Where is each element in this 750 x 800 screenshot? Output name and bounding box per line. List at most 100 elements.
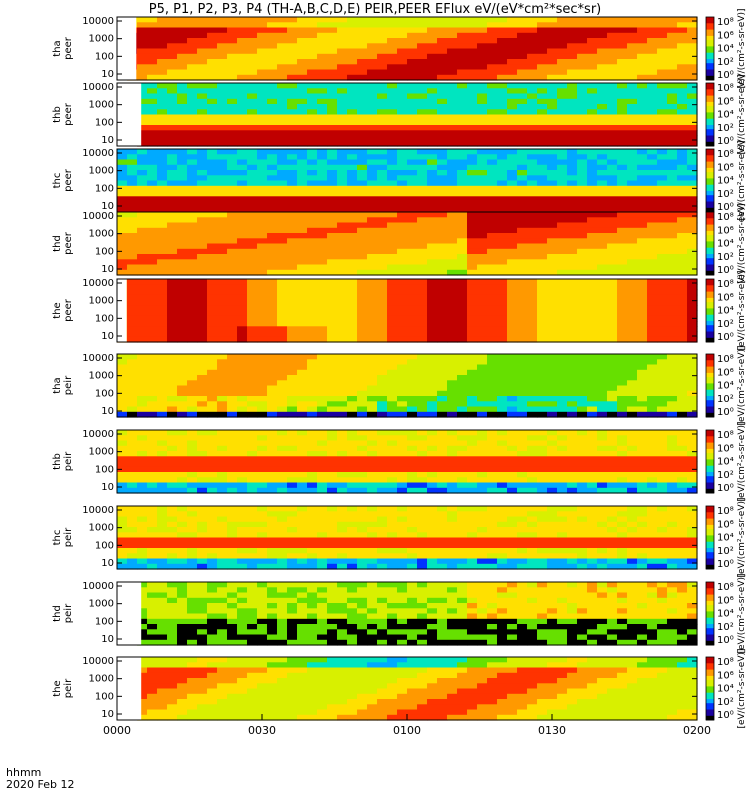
heatmap-cell [167, 74, 178, 81]
heatmap-cell [427, 396, 438, 402]
heatmap-cell [667, 321, 678, 327]
heatmap-cell [377, 140, 388, 147]
heatmap-cell [507, 149, 518, 155]
heatmap-cell [137, 88, 148, 95]
heatmap-cell [497, 109, 508, 116]
heatmap-cell [327, 185, 338, 192]
heatmap-cell [187, 390, 198, 397]
heatmap-cell [667, 310, 678, 317]
heatmap-cell [327, 461, 338, 468]
heatmap-cell [257, 175, 268, 182]
heatmap-cell [157, 233, 168, 239]
heatmap-cell [157, 27, 168, 34]
heatmap-cell [187, 43, 198, 50]
heatmap-cell [327, 487, 338, 494]
heatmap-cell [647, 69, 658, 76]
colorbar-tick-label: 10⁶ [717, 30, 734, 41]
heatmap-cell [207, 243, 218, 250]
heatmap-cell [447, 305, 458, 312]
heatmap-cell [337, 269, 348, 276]
heatmap-cell [407, 83, 418, 89]
heatmap-cell [357, 130, 368, 137]
heatmap-cell [527, 305, 538, 312]
heatmap-cell [647, 279, 658, 285]
heatmap-cell [167, 59, 178, 65]
heatmap-cell [197, 191, 208, 197]
heatmap-cell [397, 359, 408, 366]
heatmap-cell [617, 300, 628, 306]
heatmap-cell [317, 88, 328, 95]
heatmap-cell [667, 248, 678, 255]
heatmap-cell [347, 140, 358, 147]
heatmap-cell [477, 401, 488, 408]
heatmap-cell [437, 310, 448, 317]
heatmap-cell [487, 69, 498, 76]
heatmap-cell [207, 305, 218, 312]
heatmap-cell [557, 27, 568, 34]
heatmap-cell [167, 206, 178, 213]
heatmap-cell [527, 17, 538, 23]
heatmap-cell [197, 159, 208, 166]
heatmap-cell [147, 159, 158, 166]
heatmap-cell [237, 264, 248, 271]
heatmap-cell [397, 206, 408, 213]
heatmap-cell [197, 69, 208, 76]
heatmap-cell [507, 109, 518, 116]
heatmap-cell [147, 466, 158, 473]
heatmap-cell [647, 74, 658, 81]
heatmap-cell [457, 175, 468, 182]
heatmap-cell [627, 53, 638, 60]
heatmap-cell [357, 43, 368, 50]
heatmap-cell [357, 336, 368, 343]
heatmap-cell [187, 109, 198, 116]
heatmap-cell [637, 375, 648, 381]
heatmap-cell [297, 369, 308, 376]
heatmap-cell [277, 135, 288, 142]
heatmap-cell [117, 149, 128, 155]
heatmap-cell [247, 64, 258, 71]
heatmap-cell [317, 53, 328, 60]
heatmap-cell [287, 22, 298, 29]
heatmap-cell [387, 164, 398, 171]
heatmap-cell [447, 159, 458, 166]
heatmap-cell [507, 466, 518, 473]
heatmap-cell [337, 38, 348, 44]
heatmap-cell [627, 269, 638, 276]
heatmap-cell [267, 326, 278, 333]
heatmap-cell [527, 74, 538, 81]
heatmap-cell [177, 451, 188, 457]
heatmap-cell [407, 451, 418, 457]
heatmap-cell [527, 411, 538, 418]
heatmap-cell [277, 212, 288, 218]
colorbar-swatch [706, 304, 714, 307]
heatmap-cell [397, 369, 408, 376]
colorbar-swatch [706, 239, 714, 242]
heatmap-cell [427, 180, 438, 187]
heatmap-cell [447, 380, 458, 387]
heatmap-cell [267, 53, 278, 60]
heatmap-cell [307, 380, 318, 387]
heatmap-cell [307, 364, 318, 371]
heatmap-cell [117, 456, 128, 463]
heatmap-cell [537, 445, 548, 452]
colorbar-swatch [706, 377, 714, 380]
heatmap-cell [207, 310, 218, 317]
heatmap-cell [567, 264, 578, 271]
heatmap-cell [287, 93, 298, 100]
heatmap-cell [227, 336, 238, 343]
heatmap-cell [137, 369, 148, 376]
heatmap-cell [177, 238, 188, 245]
heatmap-cell [377, 227, 388, 234]
heatmap-cell [527, 227, 538, 234]
heatmap-cell [417, 411, 428, 418]
heatmap-cell [127, 305, 138, 312]
heatmap-cell [647, 336, 658, 343]
heatmap-cell [507, 315, 518, 322]
heatmap-cell [197, 140, 208, 147]
heatmap-cell [467, 191, 478, 197]
heatmap-cell [537, 185, 548, 192]
heatmap-cell [467, 48, 478, 55]
colorbar-tick-label: 10⁰ [717, 265, 734, 276]
heatmap-cell [317, 284, 328, 291]
